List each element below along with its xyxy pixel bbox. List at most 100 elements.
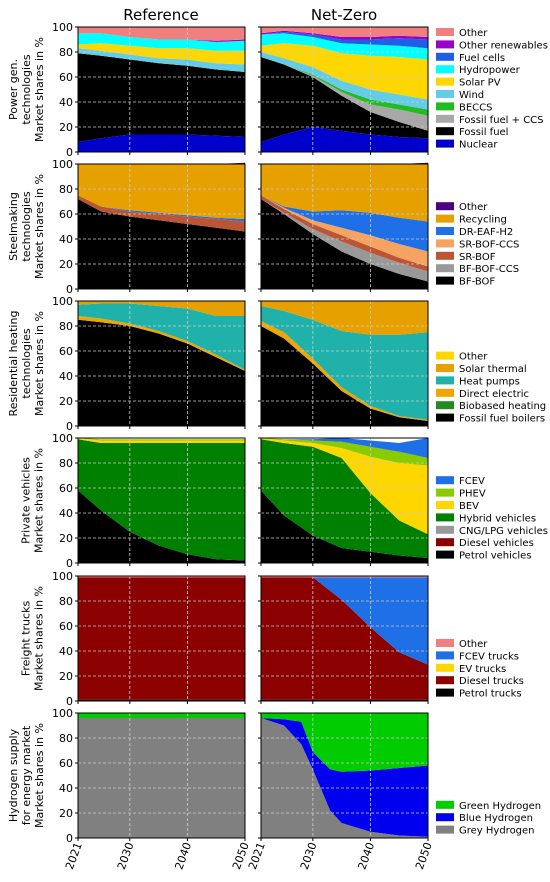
x-tick-label: 2050 (413, 841, 435, 872)
y-tick-label: 60 (59, 757, 73, 770)
legend-label: Recycling (459, 215, 507, 226)
y-tick-label: 0 (66, 283, 73, 296)
area-sr-bof-ccs (261, 195, 428, 267)
legend-label: Other renewables (459, 40, 548, 51)
area-solar-thermal (78, 301, 245, 316)
area-other-renewables (261, 30, 428, 40)
legend-label: BEV (459, 501, 479, 512)
panel-3-netzero (258, 437, 429, 566)
legend-label: Other (459, 352, 488, 363)
area-hydropower (261, 33, 428, 60)
legend-label: Fuel cells (459, 53, 505, 64)
legend-swatch (436, 501, 454, 509)
legend-swatch (436, 413, 454, 422)
area-diesel-trucks (261, 577, 428, 700)
panel-5-reference: 0 20 40 60 80 100 (52, 707, 246, 845)
axes-frame (77, 575, 246, 702)
panel-1-netzero (258, 162, 429, 292)
y-tick-label: 80 (59, 595, 73, 608)
y-tick-label: 0 (66, 832, 73, 845)
legend-label: Direct electric (459, 389, 529, 400)
y-tick-label: 100 (52, 21, 73, 34)
legend-label: Nuclear (459, 140, 498, 151)
y-tick-label: 60 (59, 620, 73, 633)
legend-swatch (436, 239, 454, 248)
axes-frame (260, 437, 429, 564)
legend-label: BF-BOF-CCS (459, 264, 519, 275)
y-tick-label: 80 (59, 732, 73, 745)
area-dr-eaf-h2 (261, 195, 428, 252)
legend-swatch (436, 550, 454, 559)
panel-1-reference: 0 20 40 60 80 100 (52, 158, 246, 296)
legend-swatch (436, 488, 454, 497)
legend-label: Solar thermal (459, 364, 527, 375)
area-grey-hydrogen (261, 718, 428, 838)
legend-swatch (436, 90, 454, 98)
y-tick-label: 80 (59, 320, 73, 333)
legend-label: Petrol vehicles (459, 551, 532, 562)
legend-swatch (436, 40, 454, 49)
axes-frame (260, 26, 429, 153)
y-axis-label: Steelmaking (7, 192, 20, 261)
legend-swatch (436, 251, 454, 260)
panel-2-reference: 0 20 40 60 80 100 (52, 295, 246, 433)
area-hybrid-vehicles (261, 439, 428, 558)
y-tick-label: 20 (59, 395, 73, 408)
area-other (261, 27, 428, 37)
y-tick-label: 80 (59, 457, 73, 470)
legend-label: BF-BOF (459, 277, 495, 288)
legend-swatch (436, 663, 454, 672)
legend-swatch (436, 276, 454, 285)
area-fcev-trucks (261, 577, 428, 665)
legend-swatch (436, 476, 454, 485)
legend-swatch (436, 525, 454, 534)
x-tick-label: 2030 (115, 841, 137, 872)
y-tick-label: 100 (52, 707, 73, 720)
legend-label: Other (459, 202, 488, 213)
legend-swatch (436, 401, 454, 410)
area-fuel-cells (261, 32, 428, 49)
area-hydropower (78, 33, 245, 51)
y-tick-label: 20 (59, 670, 73, 683)
legend-swatch (436, 227, 454, 235)
legend-swatch (436, 77, 454, 86)
area-other-renewables (78, 33, 245, 42)
legend-label: EV trucks (459, 664, 506, 675)
area-solar-pv (261, 43, 428, 100)
y-tick-label: 60 (59, 208, 73, 221)
legend-swatch (436, 388, 454, 397)
legend-swatch (436, 825, 454, 834)
area-fossil-fuel (261, 57, 428, 142)
legend-swatch (436, 538, 454, 547)
legend-label: BECCS (459, 102, 493, 113)
area-direct-electric (261, 321, 428, 421)
legend-swatch (436, 202, 454, 211)
legend-label: Other (459, 639, 488, 650)
legend-label: Other (459, 28, 488, 39)
legend-swatch (436, 214, 454, 223)
legend-label: Biobased heating (459, 401, 546, 412)
area-green-hydrogen (261, 713, 428, 772)
area-beccs (261, 57, 428, 116)
panel-0-reference: 0 20 40 60 80 100 (52, 21, 246, 159)
legend-swatch (436, 114, 454, 123)
y-axis-label: Market shares in % (33, 174, 46, 279)
y-axis-label: Market shares in % (33, 448, 46, 553)
area-bf-bof-ccs (261, 199, 428, 282)
panel-2-netzero (258, 300, 429, 429)
axes-frame (77, 437, 246, 564)
y-axis-label: Market shares in % (33, 586, 46, 691)
y-tick-label: 40 (59, 96, 73, 109)
y-axis-label: Power gen. (7, 59, 20, 120)
area-heat-pumps (78, 303, 245, 370)
legend-label: Heat pumps (459, 376, 520, 387)
y-tick-label: 100 (52, 570, 73, 583)
column-title-netzero: Net-Zero (311, 6, 377, 24)
area-petrol-vehicles (261, 490, 428, 563)
legend-label: Petrol trucks (459, 689, 522, 700)
legend-swatch (436, 102, 454, 111)
